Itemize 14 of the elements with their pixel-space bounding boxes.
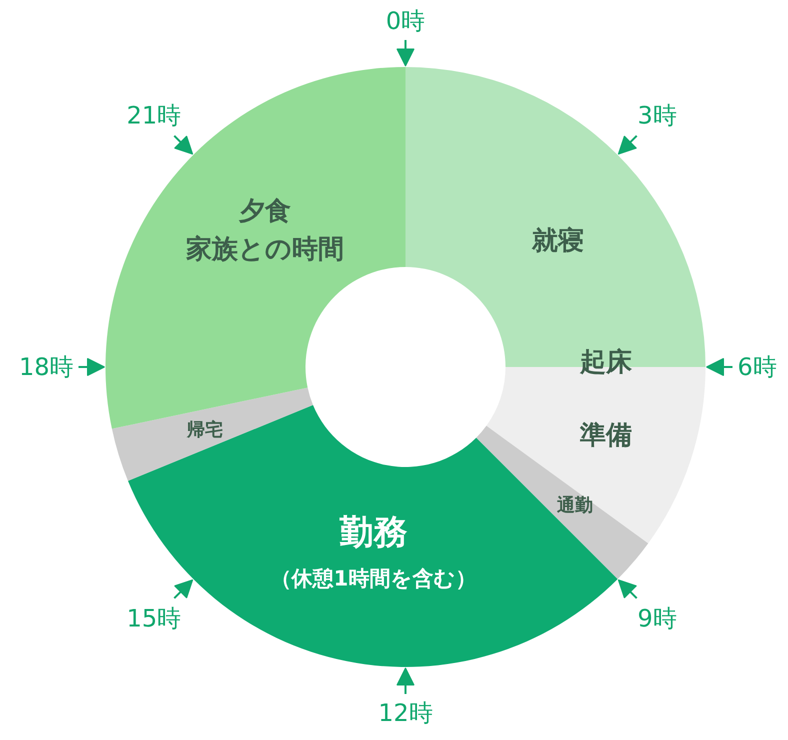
slice-label: 通勤 <box>556 495 594 516</box>
text: 18時 <box>18 353 74 381</box>
text: 6時 <box>738 353 777 381</box>
text: 15時 <box>126 604 182 633</box>
text: 12時 <box>378 699 433 727</box>
text: 0時 <box>386 7 426 35</box>
category-label: 起床準備 <box>580 347 632 450</box>
slice-label: 勤務（休憩1時間を含む） <box>270 512 476 590</box>
text: 21時 <box>126 101 182 130</box>
slice-label: 就寝 <box>531 226 584 256</box>
slice-label: 帰宅 <box>186 419 224 440</box>
text: 3時 <box>638 101 677 130</box>
slice-label: 夕食家族との時間 <box>184 196 344 264</box>
text: 9時 <box>638 604 677 633</box>
